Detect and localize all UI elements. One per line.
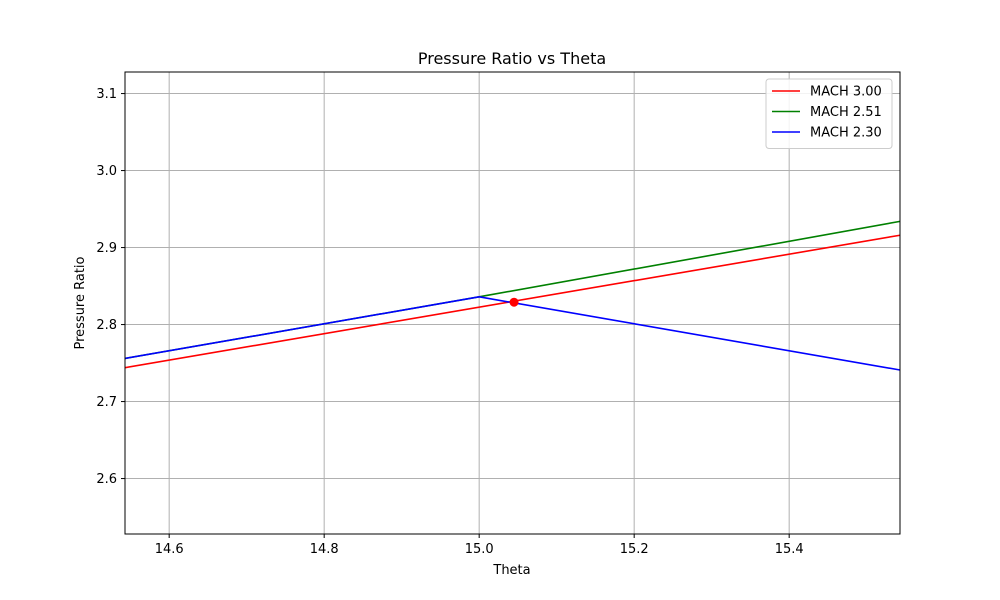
plot-frame — [124, 71, 901, 535]
y-tick-label: 3.1 — [96, 87, 117, 102]
x-axis-label: Theta — [492, 563, 530, 578]
y-tick-label: 2.9 — [96, 241, 117, 256]
y-tick-label: 2.7 — [96, 395, 117, 410]
y-axis-label: Pressure Ratio — [73, 256, 88, 349]
legend-label: MACH 3.00 — [810, 85, 882, 100]
x-tick-label: 14.8 — [310, 542, 339, 557]
legend-label: MACH 2.30 — [810, 126, 882, 141]
legend: MACH 3.00 MACH 2.51 MACH 2.30 — [765, 78, 893, 149]
y-tick-label: 2.8 — [96, 318, 117, 333]
legend-label: MACH 2.51 — [810, 105, 882, 120]
chart-title: Pressure Ratio vs Theta — [418, 49, 606, 68]
series-layer — [124, 220, 901, 371]
y-tick-label: 2.6 — [96, 472, 117, 487]
x-tick-label: 14.6 — [155, 542, 184, 557]
x-tick-label: 15.4 — [775, 542, 804, 557]
series-line-3 — [124, 296, 901, 371]
x-tick-label: 15.0 — [465, 542, 494, 557]
intersection-marker — [509, 297, 519, 307]
x-tick-label: 15.2 — [620, 542, 649, 557]
ticks: 14.6 14.8 15.0 15.2 15.4 2.6 2.7 2.8 2.9 3.0 3.1 — [96, 87, 803, 557]
legend-box — [765, 78, 893, 149]
y-tick-label: 3.0 — [96, 164, 117, 179]
